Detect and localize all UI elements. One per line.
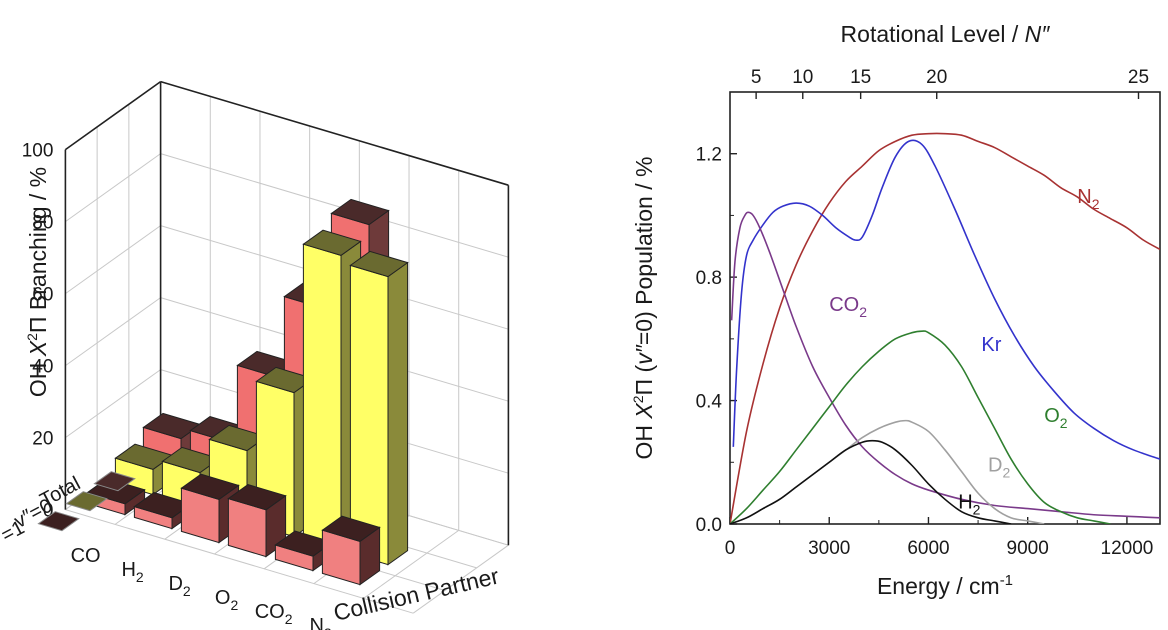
side-wall-gridline [65, 225, 161, 295]
series-swatch [93, 471, 136, 492]
top-tick-label: 20 [926, 67, 947, 88]
series-label-D2: D2 [988, 455, 1010, 481]
side-wall-gridline [65, 369, 161, 439]
floor-gridline [412, 544, 509, 614]
plot-frame [729, 91, 1161, 525]
x-tick-label: 0 [725, 538, 736, 559]
series-label-Kr: Kr [981, 334, 1001, 356]
x-tick-label: 9000 [1007, 538, 1049, 559]
category-label: D2 [168, 573, 190, 599]
bar-front-face [302, 243, 342, 552]
series-label-O2: O2 [1044, 405, 1068, 431]
y-tick-label: 60 [32, 285, 53, 306]
x-tick-label: 3000 [808, 538, 850, 559]
floor-gridline [363, 529, 460, 599]
bar-v1-N2 [321, 515, 381, 586]
series-line-O2 [730, 330, 1111, 524]
series-line-N2 [730, 132, 1160, 524]
bar-top-face [302, 229, 362, 256]
bar-v0-N2 [349, 250, 409, 566]
series-swatch [37, 511, 80, 532]
y-tick-label: 0 [43, 501, 54, 522]
bar-top-face [349, 250, 409, 278]
bar-top-face [321, 515, 381, 542]
series-swatch [65, 491, 108, 512]
wall-edge [160, 80, 509, 186]
wall-edge [64, 80, 162, 151]
series-label-N2: N2 [1077, 186, 1099, 212]
back-wall-gridline [160, 153, 509, 258]
y-tick-label: 20 [32, 429, 53, 450]
y-tick-label: 40 [32, 357, 53, 378]
series-label-H2: H2 [958, 492, 980, 518]
series-swatch-shape [93, 471, 136, 492]
y-tick-label: 100 [22, 141, 54, 162]
category-label: O2 [215, 587, 239, 613]
x-tick-label: 12000 [1101, 538, 1154, 559]
y-tick-label: 0.0 [696, 515, 722, 536]
bar-top-face [180, 473, 240, 500]
series-swatch-shape [65, 491, 108, 512]
y-tick-label: 1.2 [696, 145, 722, 166]
top-tick-label: 5 [751, 67, 762, 88]
bar-v1-O2 [227, 484, 287, 558]
series-line-Kr [732, 139, 1160, 460]
bar-front-face [349, 264, 389, 566]
top-tick-label: 10 [792, 67, 813, 88]
side-wall-gridline [65, 297, 161, 367]
top-axis-label: Rotational Level / N″ [841, 21, 1051, 47]
category-label: CO2 [255, 601, 293, 627]
y-tick-label: 0.4 [696, 392, 723, 413]
right-line-chart: 0 3000 6000 9000 12000 0.0 0.4 0.8 1.2 5 10 15 20 25 E… [630, 21, 1161, 599]
series-swatch-shape [37, 511, 80, 532]
bar-top-face [227, 484, 287, 511]
x-tick-label: 6000 [907, 538, 949, 559]
series-line-CO2 [730, 211, 1160, 519]
top-tick-label: 25 [1128, 67, 1149, 88]
bar-top-face [330, 198, 390, 226]
y-tick-label: 80 [32, 213, 53, 234]
y-axis-label: OH X2Π Branching / % [24, 167, 51, 397]
x-axis-label: Energy / cm-1 [877, 572, 1013, 599]
side-wall-gridline [65, 153, 161, 223]
y-axis-label: OH X2Π (v″=0) Population / % [630, 157, 657, 460]
category-label: CO [71, 545, 101, 567]
series-label-CO2: CO2 [829, 294, 867, 320]
series-line-H2 [730, 439, 1012, 524]
category-label: H2 [121, 559, 143, 585]
bar-side-face [387, 261, 409, 566]
y-tick-label: 0.8 [696, 268, 722, 289]
top-tick-label: 15 [850, 67, 871, 88]
category-label: N2 [309, 615, 331, 630]
floor-gridline [65, 509, 414, 614]
